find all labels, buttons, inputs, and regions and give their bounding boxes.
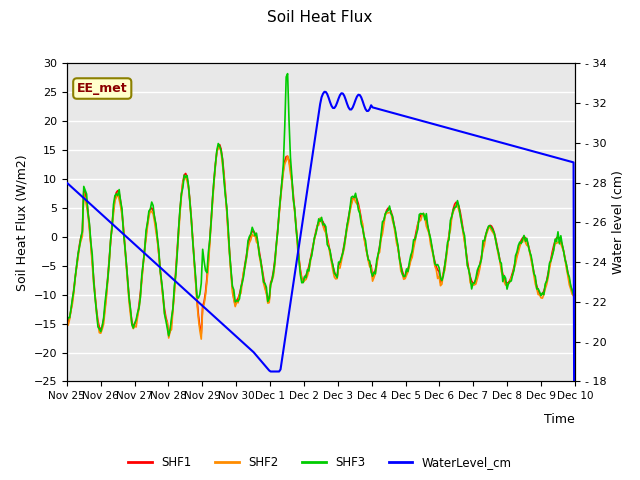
Y-axis label: Water level (cm): Water level (cm) bbox=[612, 170, 625, 275]
Y-axis label: Soil Heat Flux (W/m2): Soil Heat Flux (W/m2) bbox=[15, 154, 28, 291]
Legend: SHF1, SHF2, SHF3, WaterLevel_cm: SHF1, SHF2, SHF3, WaterLevel_cm bbox=[124, 452, 516, 474]
Text: EE_met: EE_met bbox=[77, 82, 127, 95]
Text: Soil Heat Flux: Soil Heat Flux bbox=[268, 10, 372, 24]
X-axis label: Time: Time bbox=[544, 413, 575, 426]
